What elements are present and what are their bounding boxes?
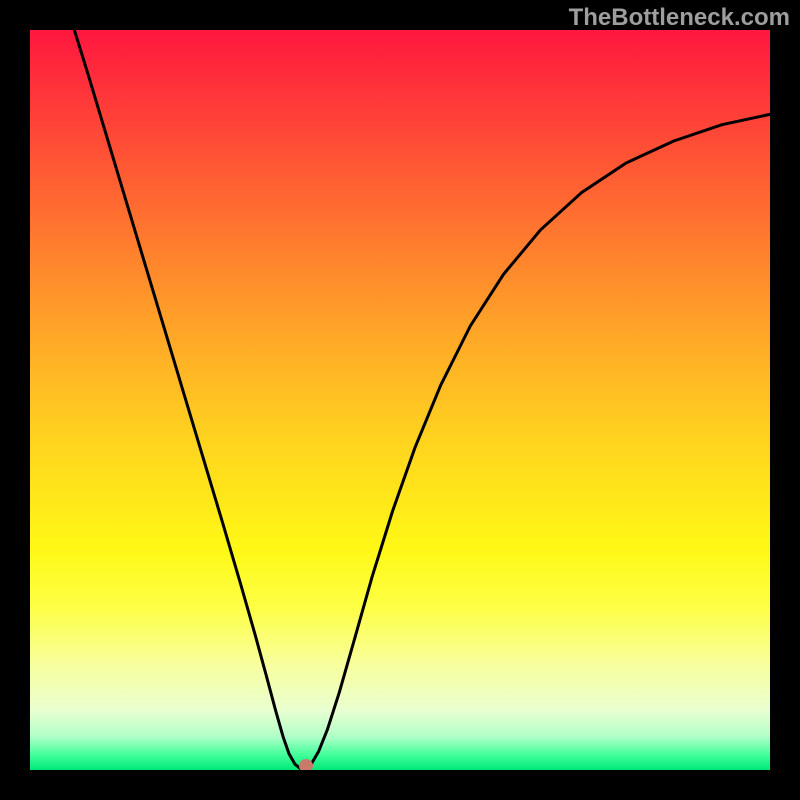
bottleneck-curve — [74, 30, 770, 769]
chart-plot-area — [30, 30, 770, 770]
chart-curve-svg — [30, 30, 770, 770]
watermark-text: TheBottleneck.com — [569, 4, 790, 32]
optimal-point-marker — [299, 759, 313, 770]
